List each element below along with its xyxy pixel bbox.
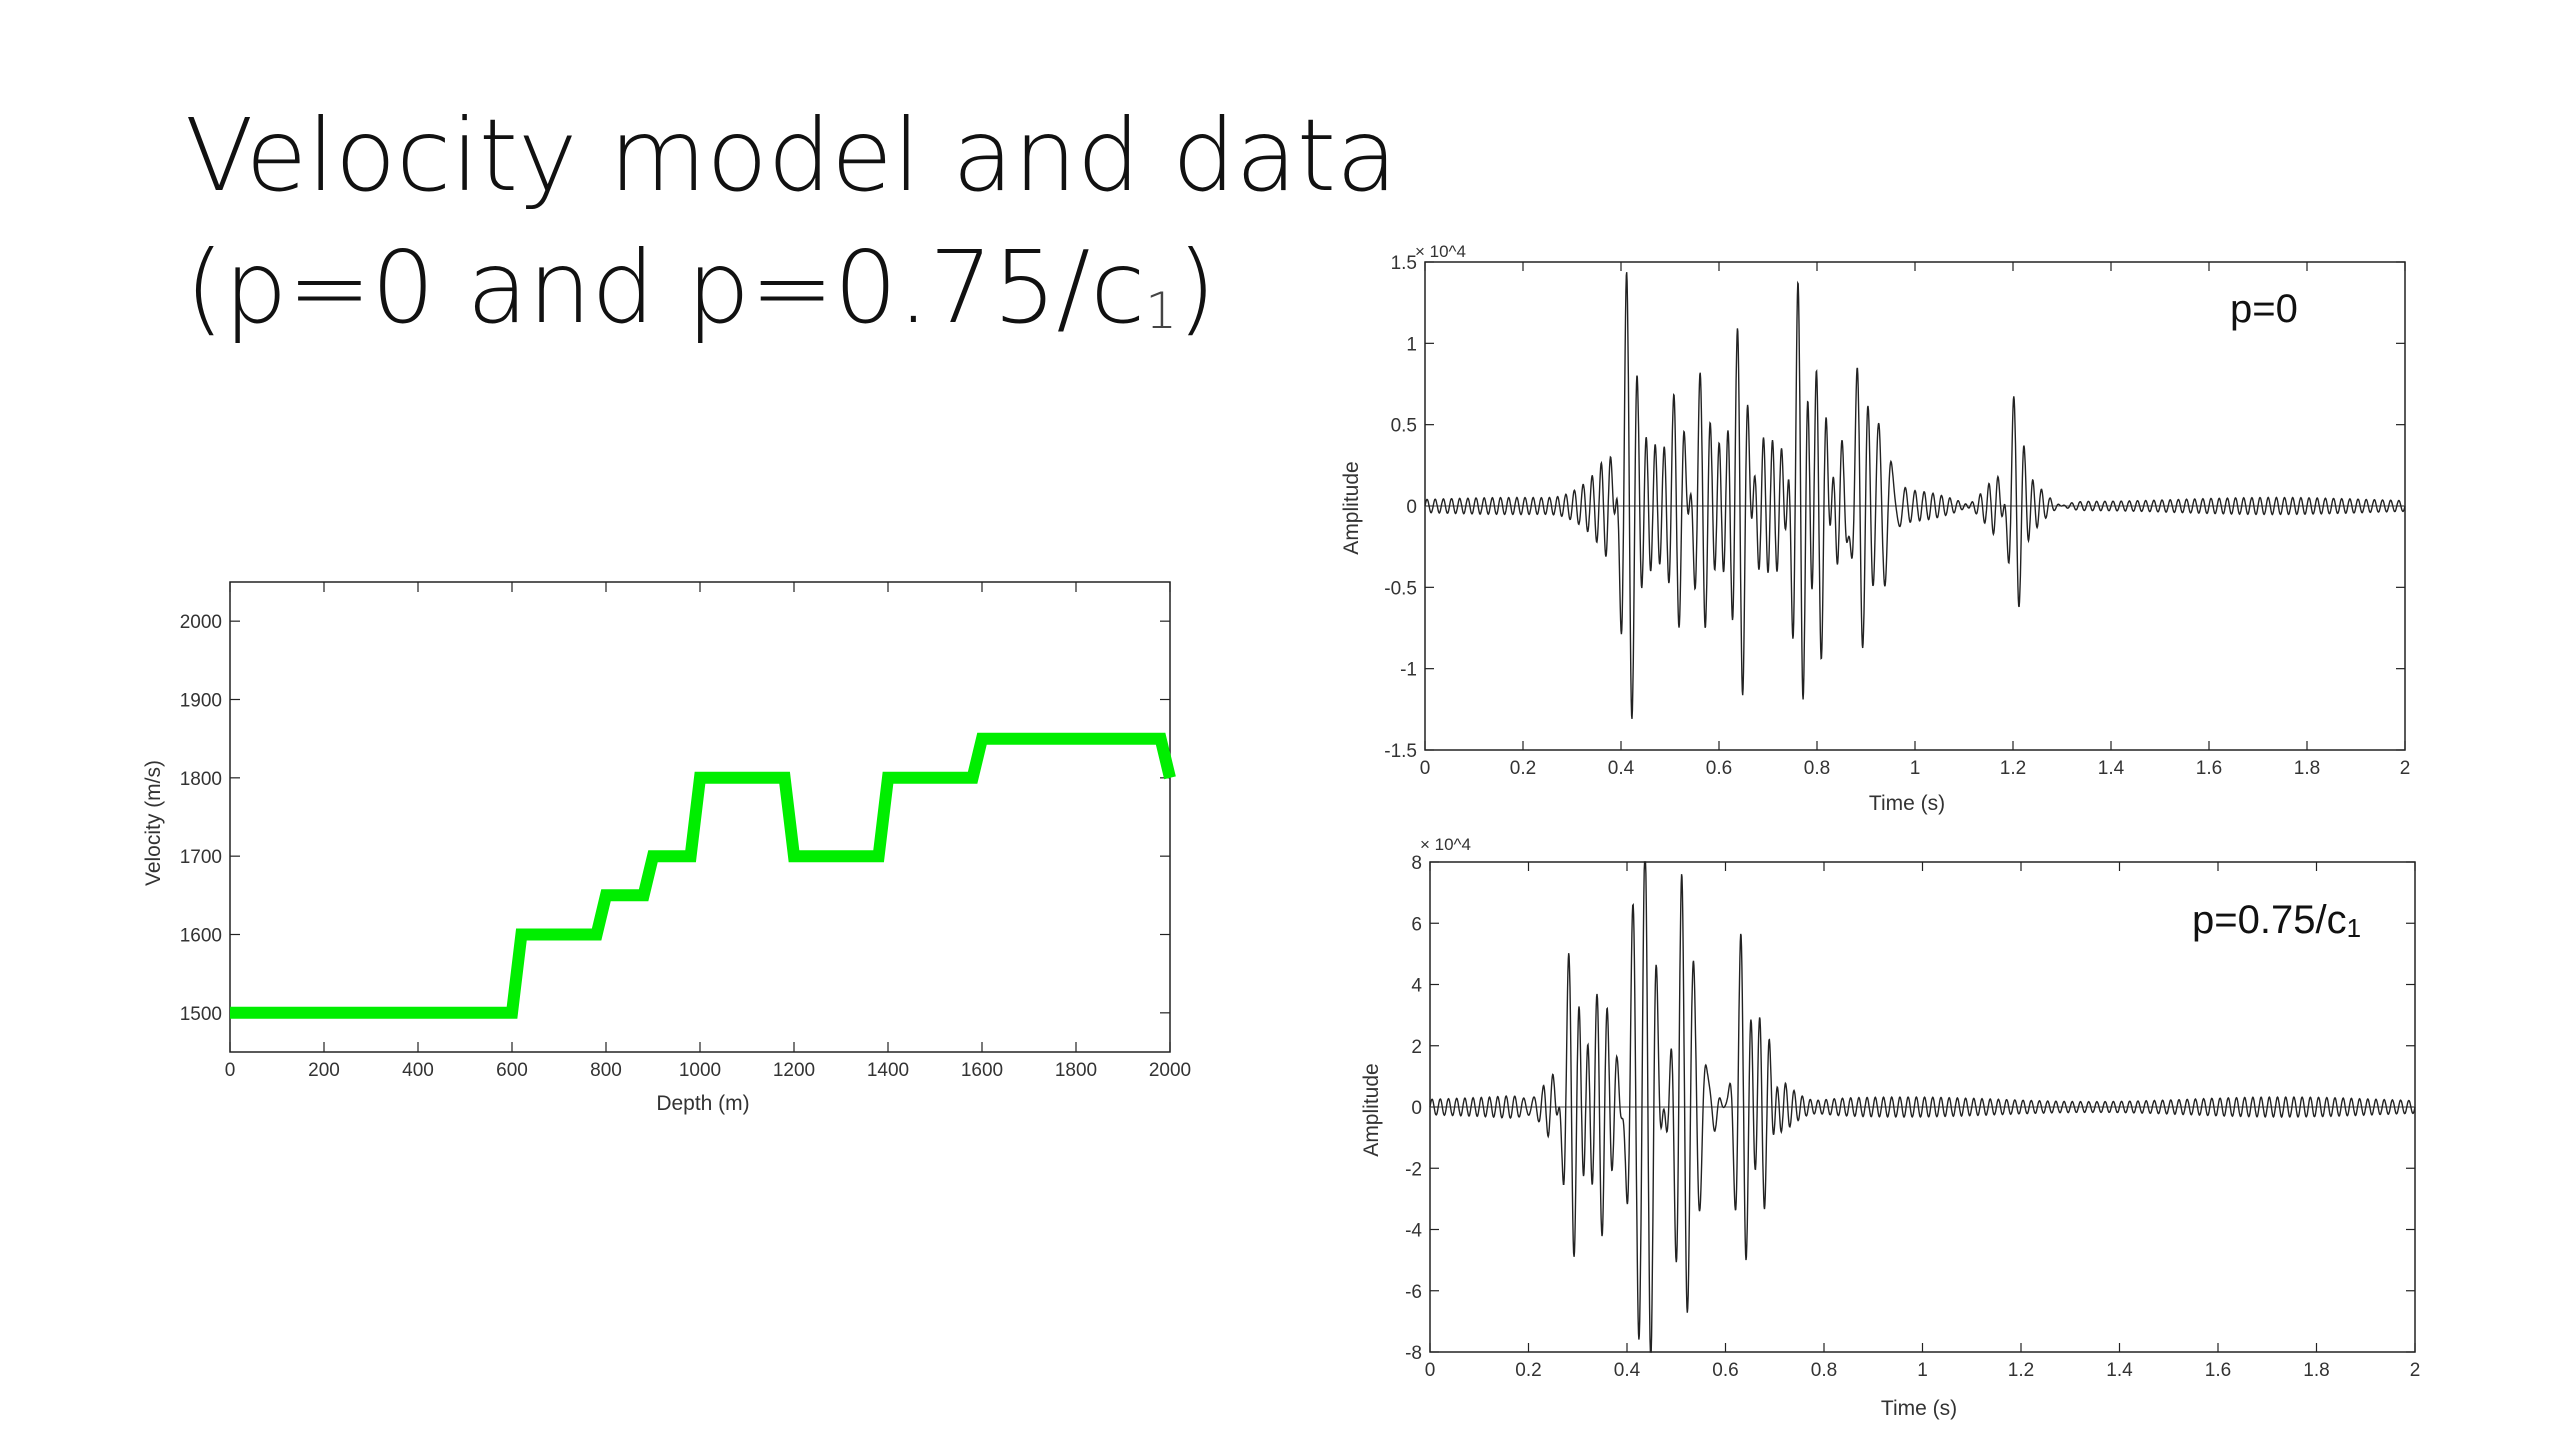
trace-p075-chart: 0 0.2 0.4 0.6 0.8 1 1.2 1.4 1.6 1.8 2 -8 -6 -4 -2 0 2 4 6 8…: [1360, 835, 2420, 1420]
trace-p0-annotation: p=0: [2230, 287, 2298, 331]
y-tick-label: 1.5: [1391, 253, 1417, 274]
x-tick-label: 1.6: [2196, 758, 2222, 779]
x-tick-label: 1.4: [2106, 1360, 2133, 1381]
trace-p075-series: [1429, 861, 2416, 1353]
velocity-model-chart: 0 200 400 600 800 1000 1200 1400 1600 1800 2000 150…: [142, 581, 1191, 1115]
velocity-x-axis-label: Depth (m): [656, 1092, 749, 1115]
slide-title-line1: Velocity model and data: [185, 97, 1398, 214]
slide-title-line2-end: ): [1177, 229, 1217, 346]
x-tick-label: 400: [402, 1060, 434, 1081]
trace-p075-trace-line: [1429, 861, 2416, 1353]
x-tick-label: 0: [1420, 758, 1431, 779]
y-tick-label: 0.5: [1391, 416, 1417, 437]
y-tick-label: 1800: [180, 769, 222, 790]
x-tick-label: 1200: [773, 1060, 815, 1081]
x-tick-label: 1400: [867, 1060, 909, 1081]
y-tick-label: 2000: [180, 612, 222, 633]
x-tick-label: 0.2: [1510, 758, 1536, 779]
x-tick-label: 0: [225, 1060, 236, 1081]
x-tick-label: 0.4: [1614, 1360, 1641, 1381]
y-tick-label: 0: [1411, 1098, 1422, 1119]
x-tick-label: 1.4: [2098, 758, 2125, 779]
trace-p075-x-axis-label: Time (s): [1881, 1397, 1957, 1420]
trace-p075-y-axis-label: Amplitude: [1360, 1063, 1383, 1156]
y-tick-label: 8: [1411, 853, 1422, 874]
slide-title: Velocity model and data (p=0 and p=0.75/…: [185, 90, 1397, 377]
y-tick-label: -4: [1405, 1221, 1422, 1242]
x-tick-label: 1800: [1055, 1060, 1097, 1081]
x-tick-label: 2000: [1149, 1060, 1191, 1081]
trace-p075-annotation-sub: 1: [2347, 913, 2361, 943]
x-tick-label: 1.8: [2303, 1360, 2329, 1381]
x-tick-label: 1.6: [2205, 1360, 2231, 1381]
x-tick-label: 0.2: [1515, 1360, 1541, 1381]
y-tick-label: 1: [1406, 334, 1417, 355]
x-tick-label: 0.8: [1804, 758, 1830, 779]
x-tick-label: 2: [2400, 758, 2411, 779]
y-tick-label: 6: [1411, 914, 1422, 935]
x-tick-label: 2: [2410, 1360, 2421, 1381]
trace-p0-y-axis-label: Amplitude: [1340, 461, 1363, 554]
x-tick-label: 1.2: [2008, 1360, 2034, 1381]
y-tick-label: -6: [1405, 1282, 1422, 1303]
x-tick-label: 600: [496, 1060, 528, 1081]
x-tick-label: 0.8: [1811, 1360, 1837, 1381]
y-tick-label: 0: [1406, 497, 1417, 518]
y-tick-label: 2: [1411, 1037, 1422, 1058]
y-tick-label: 1700: [180, 847, 222, 868]
y-tick-label: -8: [1405, 1343, 1422, 1364]
trace-p0-exponent: × 10^4: [1415, 242, 1466, 261]
trace-p075-annotation: p=0.75/c1: [2192, 898, 2361, 943]
x-tick-label: 0.6: [1712, 1360, 1738, 1381]
x-tick-label: 1.8: [2294, 758, 2320, 779]
y-tick-label: -1.5: [1384, 741, 1417, 762]
x-tick-label: 1: [1910, 758, 1921, 779]
y-tick-label: -0.5: [1384, 578, 1417, 599]
trace-p0-axes: 0 0.2 0.4 0.6 0.8 1 1.2 1.4 1.6 1.8 2 -1.5 -1 -0.5 0 0.…: [1384, 253, 2410, 779]
x-tick-label: 0.6: [1706, 758, 1732, 779]
y-tick-label: 1500: [180, 1004, 222, 1025]
y-tick-label: 4: [1411, 976, 1422, 997]
y-tick-label: 1900: [180, 691, 222, 712]
trace-p0-series: [1424, 272, 2406, 719]
x-tick-label: 800: [590, 1060, 622, 1081]
x-tick-label: 1000: [679, 1060, 721, 1081]
trace-p0-chart: 0 0.2 0.4 0.6 0.8 1 1.2 1.4 1.6 1.8 2 -1.5 -1 -0.5 0 0.…: [1340, 242, 2410, 815]
x-tick-label: 1.2: [2000, 758, 2026, 779]
trace-p075-axes: 0 0.2 0.4 0.6 0.8 1 1.2 1.4 1.6 1.8 2 -8 -6 -4 -2 0 2 4 6 8: [1405, 853, 2420, 1381]
x-tick-label: 1600: [961, 1060, 1003, 1081]
trace-p075-annotation-main: p=0.75/c: [2192, 898, 2347, 942]
x-tick-label: 0: [1425, 1360, 1436, 1381]
trace-p075-exponent: × 10^4: [1420, 835, 1471, 854]
trace-p0-x-axis-label: Time (s): [1869, 792, 1945, 815]
velocity-y-axis-label: Velocity (m/s): [142, 760, 165, 886]
velocity-axes: 0 200 400 600 800 1000 1200 1400 1600 1800 2000 150…: [180, 581, 1191, 1081]
y-tick-label: -2: [1405, 1159, 1422, 1180]
y-tick-label: -1: [1400, 660, 1417, 681]
x-tick-label: 0.4: [1608, 758, 1635, 779]
x-tick-label: 1: [1917, 1360, 1928, 1381]
x-tick-label: 200: [308, 1060, 340, 1081]
slide-title-line2: (p=0 and p=0.75/c: [185, 229, 1146, 346]
velocity-line: [230, 732, 1176, 1019]
y-tick-label: 1600: [180, 926, 222, 947]
velocity-series: [230, 732, 1176, 1019]
slide-title-subscript: 1: [1145, 282, 1178, 340]
trace-p0-trace-line: [1424, 272, 2406, 719]
